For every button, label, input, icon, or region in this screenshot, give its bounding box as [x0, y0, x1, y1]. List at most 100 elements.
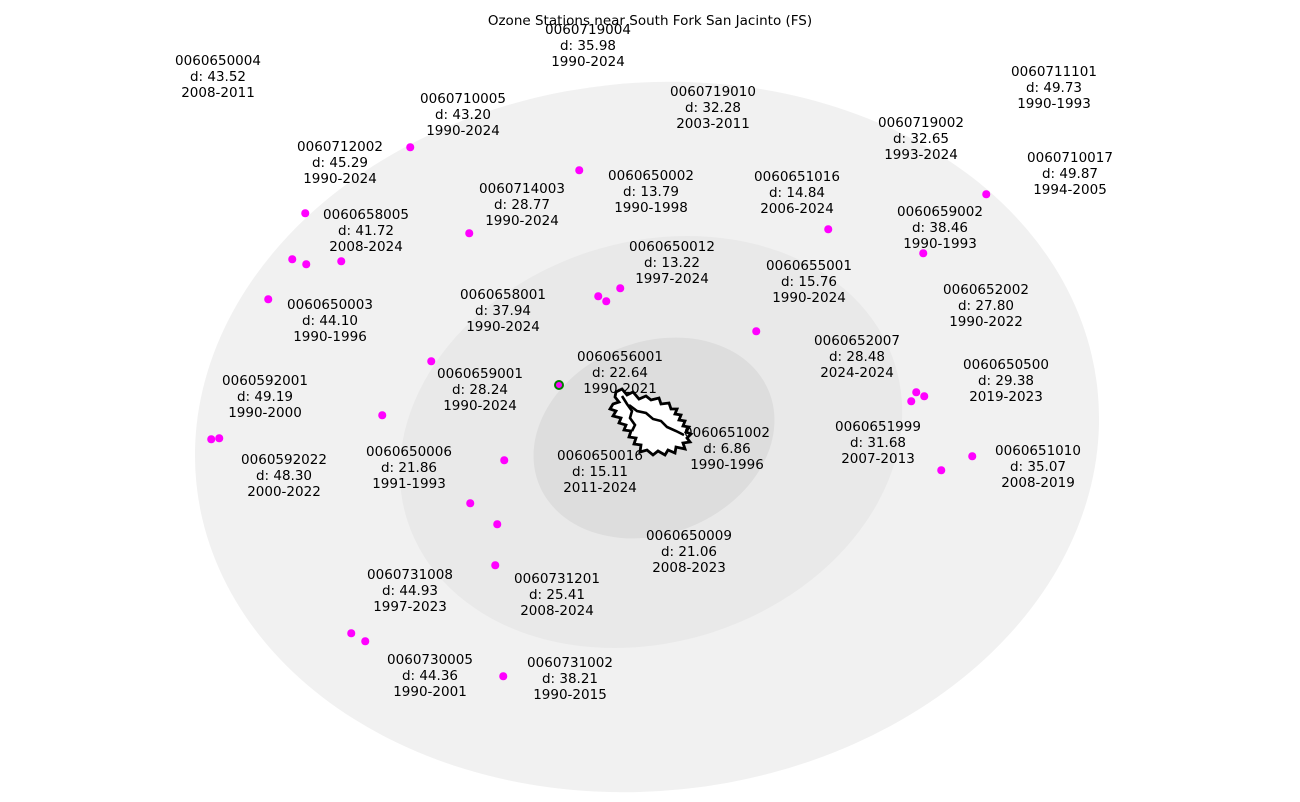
station-label-0060592022: 0060592022 d: 48.30 2000-2022	[241, 452, 327, 500]
station-distance: d: 28.48	[828, 349, 886, 365]
station-distance: d: 35.07	[1009, 459, 1067, 475]
station-label-0060658001: 0060658001 d: 37.94 1990-2024	[460, 287, 546, 335]
station-dot	[824, 225, 832, 233]
station-id: 0060592001	[222, 373, 308, 389]
station-distance: d: 43.52	[189, 69, 247, 85]
station-label-0060650002: 0060650002 d: 13.79 1990-1998	[608, 168, 694, 216]
station-distance: d: 29.38	[977, 373, 1035, 389]
station-years: 1990-2024	[443, 398, 517, 414]
station-distance: d: 13.79	[622, 184, 680, 200]
station-years: 2024-2024	[820, 365, 894, 381]
station-label-0060656001: 0060656001 d: 22.64 1990-2021	[577, 349, 663, 397]
station-id: 0060659002	[897, 204, 983, 220]
station-years: 2008-2019	[1001, 475, 1075, 491]
station-id: 0060650012	[629, 239, 715, 255]
station-years: 1990-2024	[772, 290, 846, 306]
station-id: 0060659001	[437, 366, 523, 382]
station-distance: d: 35.98	[559, 38, 617, 54]
station-id: 0060651016	[754, 169, 840, 185]
station-label-0060714003: 0060714003 d: 28.77 1990-2024	[479, 181, 565, 229]
station-label-0060710017: 0060710017 d: 49.87 1994-2005	[1027, 150, 1113, 198]
station-years: 2008-2024	[520, 603, 594, 619]
boundary-inner-line	[628, 403, 685, 437]
station-dot	[982, 190, 990, 198]
station-dot	[491, 561, 499, 569]
station-label-0060659002: 0060659002 d: 38.46 1990-1993	[897, 204, 983, 252]
station-dot	[427, 357, 435, 365]
station-distance: d: 28.24	[451, 382, 509, 398]
station-years: 1990-2021	[583, 381, 657, 397]
station-distance: d: 25.41	[528, 587, 586, 603]
station-dot	[616, 284, 624, 292]
station-dot	[347, 629, 355, 637]
station-id: 0060650003	[287, 297, 373, 313]
station-id: 0060651999	[835, 419, 921, 435]
station-distance: d: 38.46	[911, 220, 969, 236]
station-years: 1990-2024	[426, 123, 500, 139]
station-dot	[288, 255, 296, 263]
station-years: 1990-2001	[393, 684, 467, 700]
station-years: 2019-2023	[969, 389, 1043, 405]
station-years: 1990-1993	[903, 236, 977, 252]
station-label-0060650009: 0060650009 d: 21.06 2008-2023	[646, 528, 732, 576]
station-distance: d: 45.29	[311, 155, 369, 171]
station-distance: d: 31.68	[849, 435, 907, 451]
station-label-0060731201: 0060731201 d: 25.41 2008-2024	[514, 571, 600, 619]
station-distance: d: 14.84	[768, 185, 826, 201]
station-dot	[500, 456, 508, 464]
station-dot	[752, 327, 760, 335]
station-id: 0060710005	[420, 91, 506, 107]
station-label-0060650016: 0060650016 d: 15.11 2011-2024	[557, 448, 643, 496]
station-label-0060651999: 0060651999 d: 31.68 2007-2013	[835, 419, 921, 467]
station-years: 1994-2005	[1033, 182, 1107, 198]
station-dot	[264, 295, 272, 303]
station-label-0060652002: 0060652002 d: 27.80 1990-2022	[943, 282, 1029, 330]
station-label-0060650500: 0060650500 d: 29.38 2019-2023	[963, 357, 1049, 405]
station-id: 0060719004	[545, 22, 631, 38]
station-years: 2008-2024	[329, 239, 403, 255]
station-label-0060655001: 0060655001 d: 15.76 1990-2024	[766, 258, 852, 306]
station-distance: d: 32.28	[684, 100, 742, 116]
station-distance: d: 49.87	[1041, 166, 1099, 182]
station-label-0060652007: 0060652007 d: 28.48 2024-2024	[814, 333, 900, 381]
station-label-0060710005: 0060710005 d: 43.20 1990-2024	[420, 91, 506, 139]
station-id: 0060714003	[479, 181, 565, 197]
station-id: 0060710017	[1027, 150, 1113, 166]
station-id: 0060719002	[878, 115, 964, 131]
station-id: 0060658005	[323, 207, 409, 223]
station-id: 0060650002	[608, 168, 694, 184]
station-dot	[575, 166, 583, 174]
station-dot	[493, 520, 501, 528]
station-label-0060731008: 0060731008 d: 44.93 1997-2023	[367, 567, 453, 615]
station-dot	[406, 143, 414, 151]
station-distance: d: 49.19	[236, 389, 294, 405]
station-years: 1990-1993	[1017, 96, 1091, 112]
station-years: 1997-2023	[373, 599, 447, 615]
station-years: 2000-2022	[247, 484, 321, 500]
station-id: 0060712002	[297, 139, 383, 155]
station-distance: d: 28.77	[493, 197, 551, 213]
station-years: 2003-2011	[676, 116, 750, 132]
highlighted-station-dot	[554, 380, 564, 390]
station-label-0060651016: 0060651016 d: 14.84 2006-2024	[754, 169, 840, 217]
station-dot	[602, 297, 610, 305]
station-dot	[912, 388, 920, 396]
station-id: 0060650500	[963, 357, 1049, 373]
station-dot	[920, 392, 928, 400]
station-id: 0060730005	[387, 652, 473, 668]
station-distance: d: 49.73	[1025, 80, 1083, 96]
station-distance: d: 48.30	[255, 468, 313, 484]
station-distance: d: 41.72	[337, 223, 395, 239]
chart-title: Ozone Stations near South Fork San Jacin…	[487, 13, 813, 29]
station-id: 0060656001	[577, 349, 663, 365]
station-distance: d: 21.86	[380, 460, 438, 476]
station-years: 1993-2024	[884, 147, 958, 163]
station-dot	[919, 249, 927, 257]
station-id: 0060731201	[514, 571, 600, 587]
station-id: 0060731008	[367, 567, 453, 583]
station-label-0060651002: 0060651002 d: 6.86 1990-1996	[684, 425, 770, 473]
station-years: 1990-2024	[303, 171, 377, 187]
